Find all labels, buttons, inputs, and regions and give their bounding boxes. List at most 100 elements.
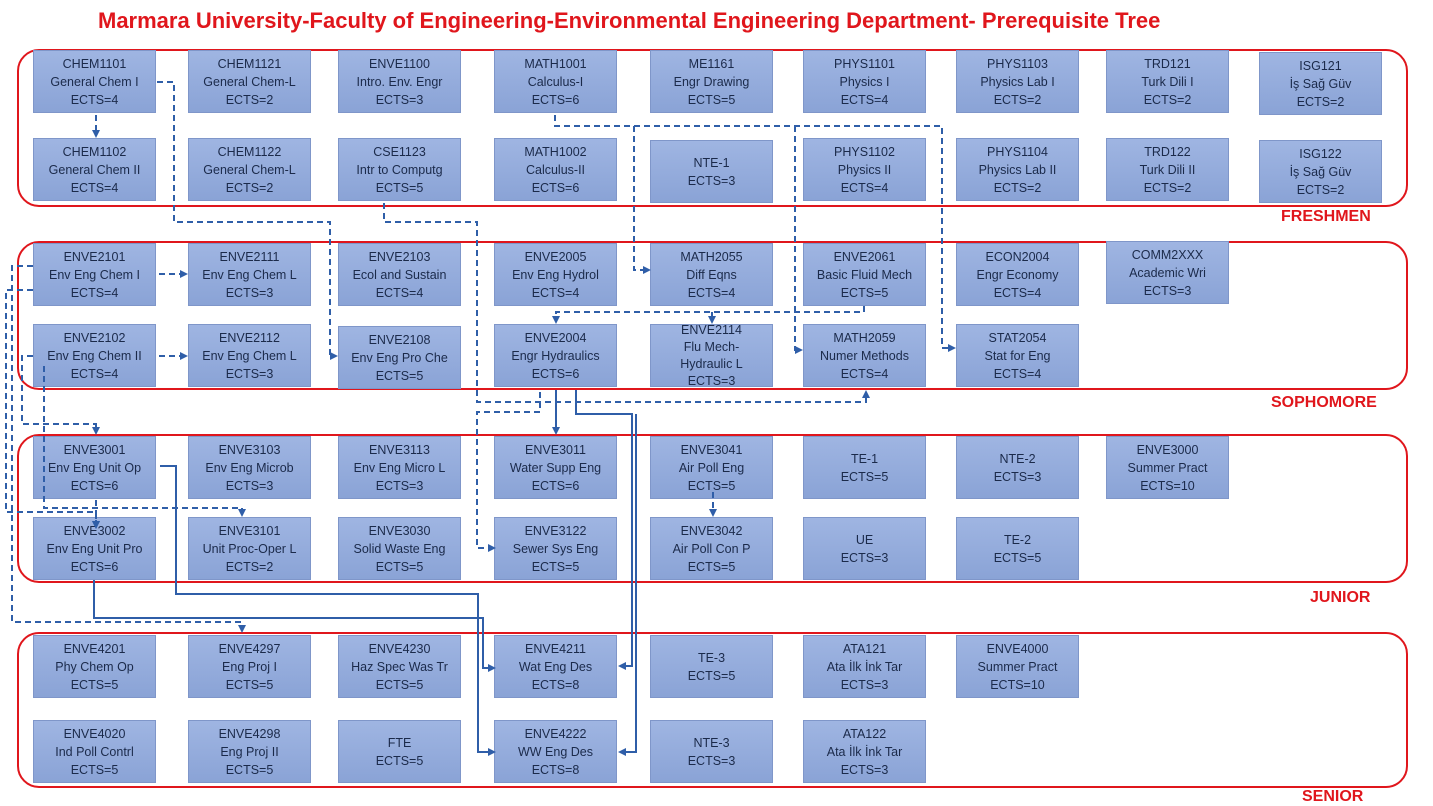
course-ects: ECTS=2 — [1296, 94, 1345, 109]
course-code: ENVE2108 — [368, 332, 431, 347]
course-ects: ECTS=5 — [687, 668, 736, 683]
course-box-te-3: TE-3 ECTS=5 — [650, 635, 773, 698]
course-ects: ECTS=2 — [225, 559, 274, 574]
course-name: Academic Wri — [1129, 265, 1206, 280]
course-box-nte-3: NTE-3 ECTS=3 — [650, 720, 773, 783]
course-box-enve4020: ENVE4020 Ind Poll Contrl ECTS=5 — [33, 720, 156, 783]
course-box-isg121: ISG121 İş Sağ Güv ECTS=2 — [1259, 52, 1382, 115]
course-ects: ECTS=2 — [993, 180, 1042, 195]
course-ects: ECTS=3 — [687, 373, 736, 388]
year-label-freshmen: FRESHMEN — [1281, 208, 1371, 225]
course-code: ENVE4222 — [524, 726, 587, 741]
course-box-enve4222: ENVE4222 WW Eng Des ECTS=8 — [494, 720, 617, 783]
course-box-stat2054: STAT2054 Stat for Eng ECTS=4 — [956, 324, 1079, 387]
course-box-ata121: ATA121 Ata İlk İnk Tar ECTS=3 — [803, 635, 926, 698]
course-ects: ECTS=6 — [531, 478, 580, 493]
course-code: ATA122 — [842, 726, 887, 741]
course-box-enve2061: ENVE2061 Basic Fluid Mech ECTS=5 — [803, 243, 926, 306]
course-name: Intro. Env. Engr — [356, 74, 443, 89]
course-ects: ECTS=2 — [225, 180, 274, 195]
course-ects: ECTS=3 — [687, 173, 736, 188]
course-name: Physics II — [837, 162, 892, 177]
course-ects: ECTS=3 — [375, 478, 424, 493]
course-name: General Chem-L — [203, 162, 296, 177]
course-name: TE-2 — [1003, 532, 1032, 547]
course-name: Water Supp Eng — [509, 460, 602, 475]
course-name: Physics Lab I — [980, 74, 1055, 89]
course-name: Env Eng Unit Pro — [46, 541, 143, 556]
course-name: Engr Economy — [976, 267, 1059, 282]
course-ects: ECTS=5 — [375, 753, 424, 768]
course-ects: ECTS=10 — [990, 677, 1045, 692]
course-box-chem1102: CHEM1102 General Chem II ECTS=4 — [33, 138, 156, 201]
course-box-nte-2: NTE-2 ECTS=3 — [956, 436, 1079, 499]
course-box-enve2111: ENVE2111 Env Eng Chem L ECTS=3 — [188, 243, 311, 306]
course-name: İş Sağ Güv — [1289, 76, 1352, 91]
course-name: İş Sağ Güv — [1289, 164, 1352, 179]
course-code: ENVE3103 — [218, 442, 281, 457]
course-code: ENVE4000 — [986, 641, 1049, 656]
course-code: ECON2004 — [985, 249, 1050, 264]
course-ects: ECTS=3 — [993, 469, 1042, 484]
course-name: UE — [855, 532, 874, 547]
course-ects: ECTS=3 — [840, 762, 889, 777]
course-code: ENVE2114 — [681, 322, 742, 337]
course-ects: ECTS=4 — [375, 285, 424, 300]
course-code: ENVE3122 — [524, 523, 587, 538]
year-label-sophomore: SOPHOMORE — [1271, 394, 1377, 411]
year-label-senior: SENIOR — [1302, 788, 1364, 805]
course-ects: ECTS=5 — [687, 559, 736, 574]
course-ects: ECTS=5 — [840, 469, 889, 484]
course-name: Stat for Eng — [984, 348, 1051, 363]
course-code: ENVE4298 — [218, 726, 281, 741]
course-box-ue: UE ECTS=3 — [803, 517, 926, 580]
course-code: ENVE3113 — [369, 442, 430, 457]
course-box-phys1102: PHYS1102 Physics II ECTS=4 — [803, 138, 926, 201]
course-ects: ECTS=5 — [531, 559, 580, 574]
course-code: ENVE3042 — [680, 523, 743, 538]
course-name: WW Eng Des — [517, 744, 593, 759]
course-ects: ECTS=4 — [840, 92, 889, 107]
course-box-enve1100: ENVE1100 Intro. Env. Engr ECTS=3 — [338, 50, 461, 113]
course-code: MATH1002 — [524, 144, 587, 159]
course-name: Env Eng Chem L — [202, 348, 297, 363]
course-name: General Chem II — [48, 162, 141, 177]
course-box-enve2004: ENVE2004 Engr Hydraulics ECTS=6 — [494, 324, 617, 387]
course-code: ENVE3002 — [63, 523, 126, 538]
course-code: ENVE4297 — [218, 641, 281, 656]
course-box-me1161: ME1161 Engr Drawing ECTS=5 — [650, 50, 773, 113]
course-box-ata122: ATA122 Ata İlk İnk Tar ECTS=3 — [803, 720, 926, 783]
course-box-enve3002: ENVE3002 Env Eng Unit Pro ECTS=6 — [33, 517, 156, 580]
course-ects: ECTS=3 — [225, 478, 274, 493]
course-name: Basic Fluid Mech — [816, 267, 913, 282]
course-ects: ECTS=5 — [225, 762, 274, 777]
year-label-junior: JUNIOR — [1310, 589, 1371, 606]
course-ects: ECTS=6 — [70, 478, 119, 493]
course-ects: ECTS=2 — [225, 92, 274, 107]
course-name: Env Eng Pro Che — [351, 350, 448, 365]
course-ects: ECTS=4 — [840, 366, 889, 381]
course-code: PHYS1104 — [987, 144, 1048, 159]
course-name: Calculus-II — [525, 162, 586, 177]
course-ects: ECTS=4 — [70, 180, 119, 195]
course-box-enve3122: ENVE3122 Sewer Sys Eng ECTS=5 — [494, 517, 617, 580]
course-box-math2059: MATH2059 Numer Methods ECTS=4 — [803, 324, 926, 387]
course-name: TE-1 — [850, 451, 879, 466]
course-name: Turk Dili II — [1139, 162, 1196, 177]
course-box-enve3042: ENVE3042 Air Poll Con P ECTS=5 — [650, 517, 773, 580]
course-code: TRD122 — [1144, 144, 1191, 159]
course-box-enve4000: ENVE4000 Summer Pract ECTS=10 — [956, 635, 1079, 698]
course-box-isg122: ISG122 İş Sağ Güv ECTS=2 — [1259, 140, 1382, 203]
course-code: ENVE4230 — [368, 641, 431, 656]
course-box-enve3041: ENVE3041 Air Poll Eng ECTS=5 — [650, 436, 773, 499]
course-name: General Chem I — [50, 74, 139, 89]
course-ects: ECTS=5 — [375, 180, 424, 195]
course-code: COMM2XXX — [1131, 247, 1204, 262]
course-name: Flu Mech- — [683, 339, 740, 354]
course-ects: ECTS=5 — [687, 92, 736, 107]
course-code: ENVE3011 — [525, 442, 586, 457]
course-name: Env Eng Microb — [205, 460, 294, 475]
course-code: CHEM1121 — [217, 56, 282, 71]
course-ects: ECTS=8 — [531, 762, 580, 777]
course-name: TE-3 — [697, 650, 726, 665]
